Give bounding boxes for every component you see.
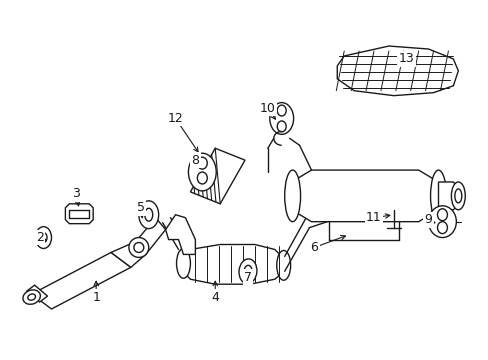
Text: 12: 12 <box>167 112 183 125</box>
Ellipse shape <box>129 238 148 257</box>
Polygon shape <box>65 204 93 224</box>
Polygon shape <box>438 182 457 210</box>
Ellipse shape <box>197 157 207 169</box>
Polygon shape <box>165 215 195 255</box>
Text: 4: 4 <box>211 291 219 303</box>
Ellipse shape <box>450 182 464 210</box>
Ellipse shape <box>134 243 143 252</box>
Text: 2: 2 <box>36 231 43 244</box>
Ellipse shape <box>28 294 36 300</box>
Ellipse shape <box>269 103 293 134</box>
Text: 1: 1 <box>92 291 100 303</box>
Polygon shape <box>291 170 438 222</box>
Ellipse shape <box>277 121 285 132</box>
Text: 6: 6 <box>310 241 318 254</box>
Ellipse shape <box>284 170 300 222</box>
Ellipse shape <box>176 248 190 278</box>
Text: 10: 10 <box>259 102 275 115</box>
Ellipse shape <box>454 189 461 203</box>
Polygon shape <box>27 285 47 302</box>
Ellipse shape <box>277 105 285 116</box>
Ellipse shape <box>276 251 290 280</box>
Ellipse shape <box>437 222 447 234</box>
Ellipse shape <box>244 265 251 277</box>
Polygon shape <box>111 218 165 267</box>
Ellipse shape <box>188 153 216 191</box>
Text: 11: 11 <box>366 211 381 224</box>
Ellipse shape <box>437 209 447 221</box>
Polygon shape <box>32 252 131 309</box>
Ellipse shape <box>23 290 41 304</box>
Polygon shape <box>190 148 244 204</box>
Ellipse shape <box>321 196 337 218</box>
Ellipse shape <box>40 233 47 243</box>
Ellipse shape <box>239 259 256 284</box>
Ellipse shape <box>197 172 207 184</box>
Polygon shape <box>180 244 284 284</box>
Polygon shape <box>337 46 457 96</box>
Ellipse shape <box>427 206 455 238</box>
Ellipse shape <box>429 170 446 222</box>
Text: 7: 7 <box>244 271 251 284</box>
Text: 8: 8 <box>191 154 199 167</box>
Text: 5: 5 <box>137 201 144 214</box>
Text: 9: 9 <box>424 213 431 226</box>
Ellipse shape <box>139 201 158 229</box>
Text: 13: 13 <box>398 53 414 66</box>
Ellipse shape <box>36 227 51 248</box>
Text: 3: 3 <box>72 188 80 201</box>
Ellipse shape <box>144 208 152 221</box>
